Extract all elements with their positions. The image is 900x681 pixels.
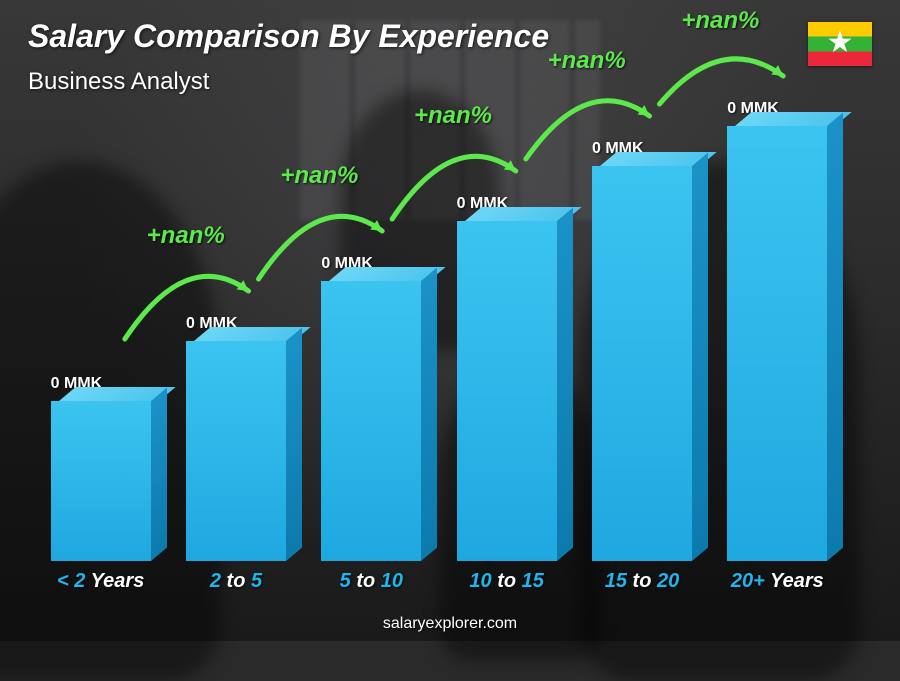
x-axis-label: 5 to 10 — [309, 570, 434, 593]
bar-side — [692, 153, 708, 561]
bar-front — [592, 166, 692, 561]
star-icon: ★ — [827, 28, 854, 58]
x-label-prefix: < 2 — [57, 570, 91, 592]
bars-container: 0 MMK0 MMK+nan%0 MMK+nan%0 MMK+nan%0 MMK… — [28, 101, 850, 561]
chart-subtitle: Business Analyst — [28, 68, 209, 96]
bar-side — [421, 268, 437, 561]
bar — [727, 126, 827, 561]
bar-slot: 0 MMK — [444, 101, 569, 561]
bar — [51, 401, 151, 561]
bar — [186, 341, 286, 561]
x-axis-label: < 2 Years — [38, 570, 163, 593]
bar-front — [186, 341, 286, 561]
bar-side — [827, 113, 843, 561]
bar-slot: 0 MMK — [579, 101, 704, 561]
x-label-suffix: 5 — [251, 570, 262, 592]
increase-label: +nan% — [548, 47, 626, 75]
bar — [457, 221, 557, 561]
bar-slot: 0 MMK — [715, 101, 840, 561]
flag-myanmar: ★ — [808, 22, 872, 66]
x-label-mid: to — [227, 570, 251, 592]
bar-front — [321, 281, 421, 561]
increase-label: +nan% — [681, 7, 759, 35]
x-axis-label: 10 to 15 — [444, 570, 569, 593]
chart-area: 0 MMK0 MMK+nan%0 MMK+nan%0 MMK+nan%0 MMK… — [28, 93, 850, 593]
bar-side — [286, 328, 302, 561]
x-label-mid: to — [356, 570, 380, 592]
x-axis-label: 15 to 20 — [579, 570, 704, 593]
x-axis-label: 20+ Years — [715, 570, 840, 593]
increase-label: +nan% — [280, 162, 358, 190]
x-label-suffix: 10 — [381, 570, 403, 592]
x-label-prefix: 10 — [469, 570, 497, 592]
bar-front — [457, 221, 557, 561]
increase-label: +nan% — [414, 102, 492, 130]
bar-side — [151, 388, 167, 561]
x-label-mid: to — [633, 570, 657, 592]
x-label-suffix: Years — [770, 570, 824, 592]
bar-front — [51, 401, 151, 561]
x-labels-container: < 2 Years2 to 55 to 1010 to 1515 to 2020… — [28, 570, 850, 593]
x-label-mid: to — [497, 570, 521, 592]
bar — [321, 281, 421, 561]
x-label-prefix: 20+ — [731, 570, 770, 592]
bar-slot: 0 MMK — [38, 101, 163, 561]
bar-front — [727, 126, 827, 561]
bar — [592, 166, 692, 561]
x-label-prefix: 2 — [210, 570, 227, 592]
x-label-suffix: 20 — [657, 570, 679, 592]
x-label-prefix: 15 — [605, 570, 633, 592]
x-label-suffix: 15 — [522, 570, 544, 592]
x-axis-label: 2 to 5 — [173, 570, 298, 593]
increase-label: +nan% — [147, 222, 225, 250]
x-label-prefix: 5 — [340, 570, 357, 592]
chart-title: Salary Comparison By Experience — [28, 18, 549, 55]
bar-side — [557, 208, 573, 561]
footer-source: salaryexplorer.com — [0, 615, 900, 633]
x-label-suffix: Years — [91, 570, 145, 592]
